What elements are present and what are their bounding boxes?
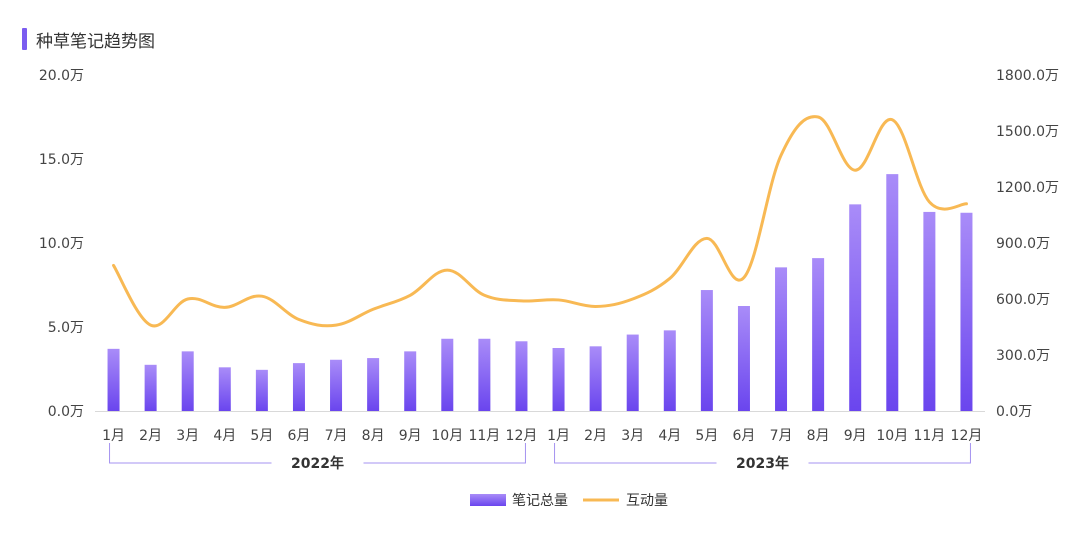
y-right-tick-label: 300.0万 bbox=[996, 348, 1050, 364]
bar bbox=[367, 358, 380, 411]
legend-swatch-bar bbox=[470, 494, 506, 506]
bar bbox=[292, 363, 305, 411]
x-tick-label: 3月 bbox=[176, 428, 199, 444]
x-tick-label: 6月 bbox=[287, 428, 310, 444]
x-axis-labels: 1月 2月 3月 4月 5月 6月 7月 8月 9月 10月 11月 12月 1月 2月 3月 4月 5月 6月 7… bbox=[102, 428, 982, 444]
x-tick-label: 5月 bbox=[250, 428, 273, 444]
y-left-tick-label: 0.0万 bbox=[48, 404, 84, 420]
x-tick-label: 5月 bbox=[695, 428, 718, 444]
chart-title-text: 种草笔记趋势图 bbox=[36, 31, 155, 52]
bar bbox=[849, 204, 862, 411]
x-tick-label: 6月 bbox=[732, 428, 755, 444]
legend: 笔记总量 互动量 bbox=[470, 493, 668, 509]
x-tick-label: 8月 bbox=[807, 428, 830, 444]
x-tick-label: 1月 bbox=[102, 428, 125, 444]
bar bbox=[775, 267, 788, 411]
x-tick-label: 2月 bbox=[139, 428, 162, 444]
y-right-tick-label: 600.0万 bbox=[996, 292, 1050, 308]
bar bbox=[515, 341, 528, 411]
y-axis-left: 0.0万 5.0万 10.0万 15.0万 20.0万 bbox=[39, 68, 84, 420]
y-right-tick-label: 900.0万 bbox=[996, 236, 1050, 252]
y-right-tick-label: 0.0万 bbox=[996, 404, 1032, 420]
year-group: 2023年 bbox=[554, 443, 971, 472]
bar bbox=[886, 174, 899, 411]
y-right-tick-label: 1200.0万 bbox=[996, 180, 1059, 196]
bracket-left bbox=[109, 443, 272, 464]
bracket-left bbox=[554, 443, 717, 464]
bar bbox=[737, 306, 750, 411]
year-label: 2023年 bbox=[736, 455, 789, 472]
x-tick-label: 10月 bbox=[876, 428, 908, 444]
bar bbox=[812, 258, 825, 411]
year-label: 2022年 bbox=[291, 455, 344, 472]
bar bbox=[923, 211, 936, 411]
bar bbox=[181, 351, 194, 411]
x-tick-label: 11月 bbox=[913, 428, 945, 444]
bracket-right bbox=[363, 443, 526, 464]
bar bbox=[960, 212, 973, 411]
x-tick-label: 9月 bbox=[399, 428, 422, 444]
line-series-interaction bbox=[112, 115, 968, 328]
y-axis-right: 0.0万 300.0万 600.0万 900.0万 1200.0万 1500.0万 1800… bbox=[996, 68, 1059, 420]
x-tick-label: 2月 bbox=[584, 428, 607, 444]
x-tick-label: 4月 bbox=[213, 428, 236, 444]
bar bbox=[589, 346, 602, 411]
bar bbox=[700, 290, 713, 411]
bar bbox=[144, 364, 157, 411]
x-tick-label: 11月 bbox=[468, 428, 500, 444]
x-tick-label: 1月 bbox=[547, 428, 570, 444]
x-tick-label: 10月 bbox=[431, 428, 463, 444]
y-left-tick-label: 20.0万 bbox=[39, 68, 84, 84]
bracket-right bbox=[808, 443, 971, 464]
x-tick-label: 12月 bbox=[951, 428, 983, 444]
chart-title: 种草笔记趋势图 bbox=[22, 27, 155, 52]
y-left-tick-label: 15.0万 bbox=[39, 152, 84, 168]
bar bbox=[107, 348, 120, 411]
bar bbox=[663, 330, 676, 411]
year-groups: 2022年 2023年 bbox=[109, 443, 971, 472]
bar bbox=[404, 351, 417, 411]
x-tick-label: 9月 bbox=[844, 428, 867, 444]
x-tick-label: 7月 bbox=[325, 428, 348, 444]
y-left-tick-label: 5.0万 bbox=[48, 320, 84, 336]
y-right-tick-label: 1500.0万 bbox=[996, 124, 1059, 140]
x-tick-label: 7月 bbox=[770, 428, 793, 444]
year-group: 2022年 bbox=[109, 443, 526, 472]
x-tick-label: 3月 bbox=[621, 428, 644, 444]
legend-item-line: 互动量 bbox=[583, 493, 668, 509]
legend-label-line: 互动量 bbox=[626, 493, 668, 509]
y-right-tick-label: 1800.0万 bbox=[996, 68, 1059, 84]
bar bbox=[478, 338, 491, 411]
bar bbox=[330, 359, 343, 411]
x-tick-label: 4月 bbox=[658, 428, 681, 444]
x-tick-label: 8月 bbox=[362, 428, 385, 444]
bar bbox=[218, 367, 231, 411]
legend-label-bar: 笔记总量 bbox=[512, 493, 568, 509]
title-accent-bar bbox=[22, 28, 27, 50]
bar bbox=[626, 334, 639, 411]
y-left-tick-label: 10.0万 bbox=[39, 236, 84, 252]
legend-item-bar: 笔记总量 bbox=[470, 493, 568, 509]
bar-series bbox=[107, 174, 973, 411]
bar bbox=[441, 338, 454, 411]
x-tick-label: 12月 bbox=[506, 428, 538, 444]
bar bbox=[552, 348, 565, 411]
bar bbox=[255, 369, 268, 411]
